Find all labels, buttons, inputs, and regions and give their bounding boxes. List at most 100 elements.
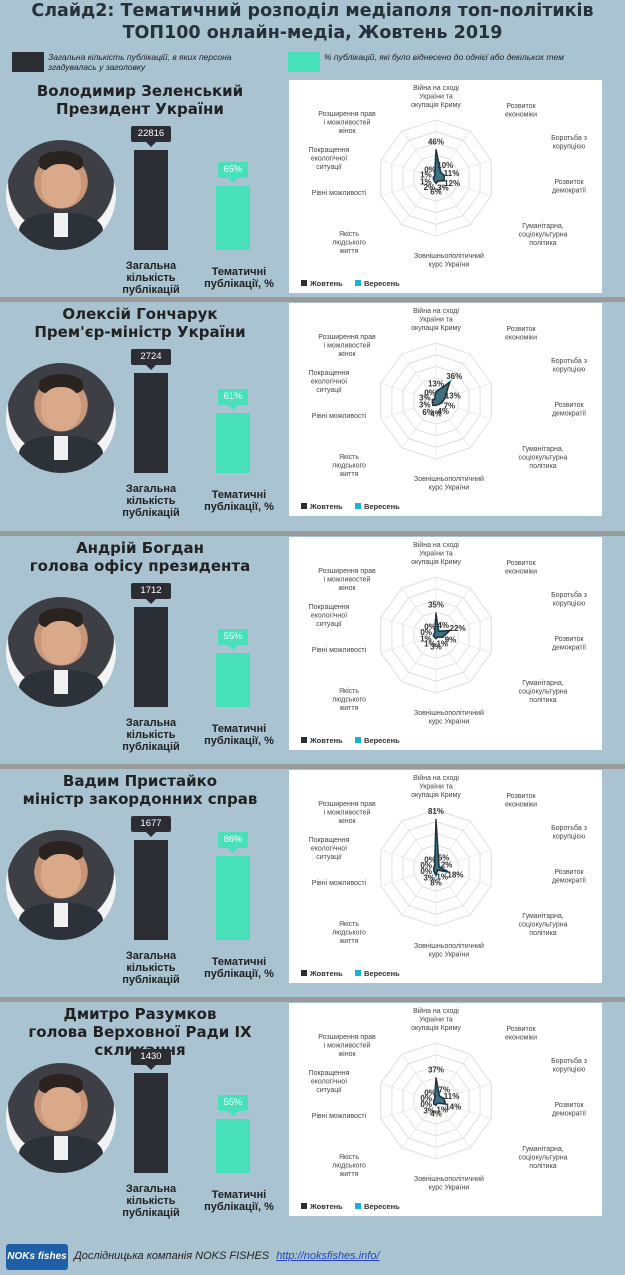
radar-axis-label: Покращення екологічної ситуації: [309, 370, 350, 394]
radar-spoke: [435, 1053, 471, 1102]
radar-value-label: 11%: [444, 169, 460, 178]
radar-spoke: [380, 849, 437, 869]
politician-name: Дмитро Разумков: [63, 1005, 217, 1023]
radar-value-label: 2%: [441, 861, 453, 870]
politician-role: Президент України: [56, 100, 224, 118]
radar-spoke: [435, 130, 471, 179]
radar-spoke: [435, 820, 471, 869]
avatar: [6, 140, 116, 250]
radar-value-label: 1%: [436, 873, 448, 882]
radar-spoke: [380, 867, 437, 887]
radar-value-label: 1%: [420, 634, 432, 643]
radar-axis-label: Зовнішньополітичний курс України: [414, 475, 484, 492]
radar-value-label: 1%: [420, 171, 432, 180]
radar-axis-label: Боротьба з корупцією: [551, 357, 587, 374]
radar-value-label: 3%: [423, 1107, 435, 1116]
radar-axis-label: Війна на сході України та окупація Криму: [411, 1007, 461, 1032]
thematic-publications-bar: [216, 413, 250, 473]
total-bar-label: Загальна кількість публікацій: [122, 483, 180, 519]
politician-name: Вадим Пристайко: [62, 772, 218, 790]
politician-heading: Андрій Богдан голова офісу президента: [0, 539, 280, 575]
avatar-face: [41, 621, 81, 666]
politician-role: Прем'єр-міністр України: [34, 323, 246, 341]
radar-value-label: 3%: [419, 393, 431, 402]
radar-axis-label: Розширення прав і можливостей жінок: [318, 568, 376, 592]
radar-value-label: 0%: [424, 389, 436, 398]
radar-axis-label: Війна на сході України та окупація Криму: [411, 774, 461, 799]
radar-axis-label: Розвиток демократії: [552, 179, 586, 195]
radar-spoke: [435, 867, 471, 916]
radar-legend-sep-label: Вересень: [364, 502, 400, 511]
radar-spoke: [435, 634, 471, 683]
radar-legend-sep-swatch: [355, 503, 361, 509]
radar-spoke: [401, 177, 437, 226]
radar-axis-label: Рівні можливості: [312, 1112, 367, 1120]
radar-axis-label: Війна на сході України та окупація Криму: [411, 307, 461, 332]
radar-value-label: 22%: [450, 624, 466, 633]
total-publications-bar: [134, 607, 168, 707]
radar-value-label: 13%: [445, 392, 461, 401]
radar-legend-oct-label: Жовтень: [309, 279, 343, 288]
section-divider: [0, 997, 625, 1002]
radar-axis-label: Покращення екологічної ситуації: [309, 604, 350, 628]
radar-value-label: 3%: [423, 874, 435, 883]
radar-value-label: 12%: [444, 179, 460, 188]
avatar-face: [41, 1087, 81, 1132]
radar-axis-label: Зовнішньополітичний курс України: [414, 942, 484, 959]
radar-chart-panel: 13% 36% 13% 7% 4% 4% 6% 3% 3% 0% Війна на сході Укр…: [289, 303, 602, 516]
radar-axis-label: Розширення прав і можливостей жінок: [318, 1034, 376, 1058]
radar-axis-label: Боротьба з корупцією: [551, 591, 587, 608]
radar-value-label: 18%: [447, 870, 463, 879]
radar-spoke: [435, 1082, 492, 1102]
politician-name: Андрій Богдан: [76, 539, 204, 557]
radar-axis-label: Війна на сході України та окупація Криму: [411, 84, 461, 109]
radar-axis-label: Боротьба з корупцією: [551, 134, 587, 151]
footer-link[interactable]: http://noksfishes.info/: [276, 1250, 380, 1262]
radar-chart: 46%10%11%12%3%6%2%1%1%0%Війна на сході Ук…: [301, 84, 587, 288]
legend-total-label: Загальна кількість публікацій, в яких пе…: [48, 52, 232, 72]
politician-heading: Олексій Гончарук Прем'єр-міністр України: [0, 305, 280, 341]
radar-legend-sep-swatch: [355, 970, 361, 976]
radar-value-label: 1%: [436, 640, 448, 649]
radar-spoke: [380, 382, 437, 402]
radar-spoke: [401, 867, 437, 916]
radar-value-label: 8%: [430, 879, 442, 888]
radar-axis-label: Розширення прав і можливостей жінок: [318, 111, 376, 135]
radar-axis-label: Розвиток економіки: [505, 793, 537, 809]
radar-value-label: 0%: [420, 628, 432, 637]
politician-name: Олексій Гончарук: [62, 305, 218, 323]
radar-chart-panel: 46% 10% 11% 12% 3% 6% 2% 1% 1% 0% Війна на сході Ук…: [289, 80, 602, 293]
section-divider: [0, 297, 625, 302]
radar-legend-oct-swatch: [301, 737, 307, 743]
radar-spoke: [380, 159, 437, 179]
radar-axis-label: Гуманітарна, соціокультурна політика: [519, 445, 568, 470]
radar-spoke: [380, 1082, 437, 1102]
radar-series-oct: [433, 1077, 447, 1107]
thematic-bar-label: Тематичні публікації, %: [204, 956, 274, 980]
thematic-bar-label: Тематичні публікації, %: [204, 723, 274, 747]
radar-axis-label: Гуманітарна, соціокультурна політика: [519, 679, 568, 704]
radar-axis-label: Боротьба з корупцією: [551, 824, 587, 841]
radar-value-label: 0%: [420, 1100, 432, 1109]
total-publications-value: 1430: [131, 1049, 171, 1070]
radar-axis-label: Зовнішньополітичний курс України: [414, 1175, 484, 1192]
radar-value-label: 11%: [444, 1092, 460, 1101]
radar-axis-label: Розвиток економіки: [505, 1026, 537, 1042]
politician-section: Вадим Пристайко міністр закордонних справ…: [0, 770, 625, 993]
footer-company: Дослідницька компанія NOKS FISHES: [74, 1250, 270, 1262]
radar-chart: 81%5%2%18%1%8%3%0%0%0%Війна на сході Укра…: [301, 774, 587, 978]
radar-axis-label: Розвиток демократії: [552, 869, 586, 885]
radar-chart: 13%36%13%7%4%4%6%3%3%0%Війна на сході Укр…: [301, 307, 587, 511]
thematic-publications-value: 55%: [218, 629, 248, 650]
total-bar-label: Загальна кількість публікацій: [122, 1183, 180, 1219]
radar-spoke: [401, 820, 437, 869]
politician-section: Дмитро Разумков голова Верховної Ради IX …: [0, 1003, 625, 1226]
radar-value-label: 9%: [445, 636, 457, 645]
radar-spoke: [380, 616, 437, 636]
radar-legend-sep-label: Вересень: [364, 969, 400, 978]
radar-axis-label: Розвиток демократії: [552, 1102, 586, 1118]
radar-axis-label: Розширення прав і можливостей жінок: [318, 334, 376, 358]
radar-value-label: 1%: [424, 640, 436, 649]
radar-spoke: [380, 1100, 437, 1120]
total-bar-label: Загальна кількість публікацій: [122, 260, 180, 296]
